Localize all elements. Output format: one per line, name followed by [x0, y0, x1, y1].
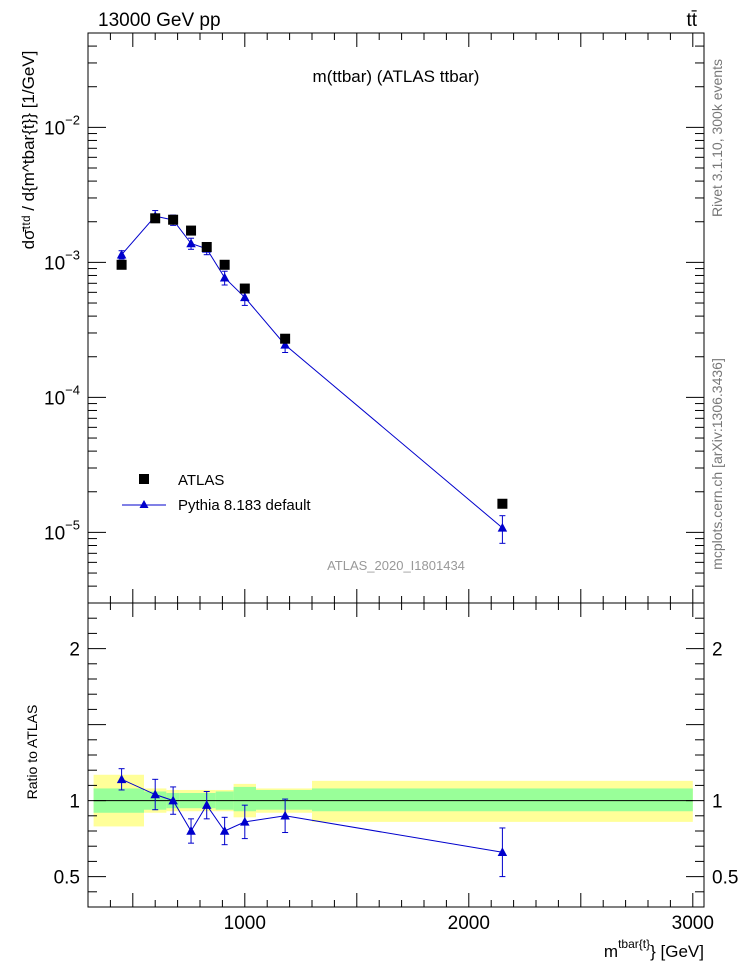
main-y-tick-label-mantissa: 10 — [44, 253, 65, 274]
mc-main-point — [497, 522, 508, 532]
mc-ratio-point — [201, 800, 212, 809]
main-y-tick-label-mantissa: 10 — [44, 523, 65, 544]
main-y-tick-labels: 10−210−310−410−5 — [44, 112, 80, 544]
ratio-x-tick-label: 2000 — [448, 913, 490, 934]
ratio-plot-frame — [87, 602, 705, 908]
mc-main-point — [116, 249, 127, 259]
x-axis-label: mtbar{t}} [GeV] — [604, 937, 704, 961]
main-y-axis-label: dσ̄ᵗᵗᵈ / d{m^tbar{t}} [1/GeV] — [19, 51, 38, 250]
main-plot-frame — [87, 32, 705, 604]
ratio-band-inner — [312, 788, 693, 812]
ratio-x-tick-labels: 1000 2000 3000 — [224, 913, 714, 934]
main-y-tick-label-mantissa: 10 — [44, 388, 65, 409]
main-y-tick-label-exponent: −3 — [65, 247, 80, 262]
legend-mc-label: Pythia 8.183 default — [178, 497, 311, 514]
ratio-x-tick-label: 3000 — [672, 913, 714, 934]
atlas-data-series — [116, 213, 508, 509]
atlas-data-point — [239, 283, 250, 294]
ratio-y-tick-label-right: 0.5 — [712, 868, 738, 889]
mc-ratio-point — [186, 826, 196, 835]
main-y-tick-label-exponent: −4 — [65, 382, 80, 397]
process-label: tt̄ — [686, 10, 697, 31]
mc-main-point — [240, 292, 250, 302]
atlas-data-point — [168, 214, 179, 225]
atlas-data-point — [116, 259, 127, 270]
x-axis-label-sup: tbar{t} — [618, 937, 650, 951]
plot-title: m(ttbar) (ATLAS ttbar) — [313, 67, 480, 86]
mc-ratio-point — [116, 774, 127, 784]
mc-series-main — [116, 210, 508, 544]
legend: ATLAS Pythia 8.183 default — [122, 472, 311, 514]
atlas-data-point — [280, 333, 291, 344]
main-y-ticks — [88, 32, 704, 604]
main-y-tick-label-exponent: −2 — [65, 112, 80, 127]
ratio-y-tick-labels: 0.5 0.5 1 1 2 2 — [54, 640, 739, 889]
main-y-tick-label: 10−3 — [44, 247, 80, 274]
main-x-ticks — [109, 33, 694, 603]
x-axis-label-main: m — [604, 942, 618, 961]
main-y-tick-label: 10−5 — [44, 517, 80, 544]
main-y-tick-label-exponent: −5 — [65, 517, 80, 532]
mc-series-ratio — [116, 768, 508, 878]
ratio-y-ticks — [88, 602, 704, 893]
ratio-band-inner — [233, 786, 256, 812]
ratio-x-ticks — [109, 603, 694, 907]
mc-ratio-point — [168, 795, 178, 805]
mc-ratio-point — [497, 847, 508, 857]
legend-atlas-label: ATLAS — [178, 472, 224, 489]
main-y-tick-label-mantissa: 10 — [44, 118, 65, 139]
mc-ratio-point — [240, 816, 250, 826]
ratio-y-tick-label: 1 — [69, 792, 80, 813]
rivet-label: Rivet 3.1.10, 300k events — [709, 59, 725, 217]
legend-atlas-marker — [139, 474, 149, 484]
atlas-data-point — [150, 213, 161, 224]
x-axis-label-unit: } [GeV] — [650, 942, 704, 961]
ratio-y-tick-label-right: 2 — [712, 640, 723, 661]
atlas-data-point — [201, 241, 212, 252]
mc-ratio-point — [280, 810, 290, 820]
ratio-y-tick-label: 0.5 — [54, 868, 80, 889]
atlas-data-point — [186, 225, 197, 236]
ratio-band-inner — [256, 789, 312, 810]
analysis-id: ATLAS_2020_I1801434 — [327, 558, 465, 573]
legend-mc-marker — [139, 500, 149, 508]
ratio-y-axis-label: Ratio to ATLAS — [24, 705, 40, 800]
mc-ratio-point — [219, 826, 230, 835]
main-y-tick-label: 10−2 — [44, 112, 80, 139]
ratio-y-tick-label: 2 — [69, 640, 80, 661]
atlas-data-point — [497, 498, 508, 509]
ratio-y-tick-label-right: 1 — [712, 792, 723, 813]
ratio-x-tick-label: 1000 — [224, 913, 266, 934]
mc-main-point — [219, 272, 230, 282]
energy-label: 13000 GeV pp — [98, 10, 221, 31]
main-y-tick-label: 10−4 — [44, 382, 80, 409]
atlas-data-point — [219, 259, 230, 270]
mc-ratio-point — [150, 789, 160, 799]
mc-main-point — [186, 238, 196, 248]
mcplots-label: mcplots.cern.ch [arXiv:1306.3436] — [709, 358, 725, 570]
mc-main-point — [280, 339, 290, 349]
